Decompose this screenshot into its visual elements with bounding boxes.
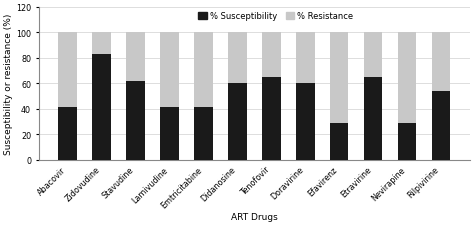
Bar (398, 33, 416, 123)
Bar (364, 77, 383, 160)
Bar (126, 81, 145, 160)
X-axis label: ART Drugs: ART Drugs (231, 212, 278, 221)
Bar (228, 84, 246, 160)
Bar (296, 33, 315, 84)
Legend: % Susceptibility, % Resistance: % Susceptibility, % Resistance (195, 9, 356, 24)
Bar (330, 33, 348, 123)
Bar (330, 123, 348, 160)
Bar (398, 123, 416, 160)
Bar (262, 33, 281, 77)
Bar (364, 33, 383, 77)
Bar (228, 33, 246, 84)
Bar (58, 108, 77, 160)
Bar (194, 108, 213, 160)
Bar (194, 33, 213, 108)
Bar (92, 33, 111, 55)
Bar (92, 55, 111, 160)
Bar (296, 84, 315, 160)
Y-axis label: Susceptibility or resistance (%): Susceptibility or resistance (%) (4, 14, 13, 154)
Bar (262, 77, 281, 160)
Bar (431, 91, 450, 160)
Bar (58, 33, 77, 108)
Bar (160, 33, 179, 108)
Bar (126, 33, 145, 81)
Bar (160, 108, 179, 160)
Bar (431, 33, 450, 91)
